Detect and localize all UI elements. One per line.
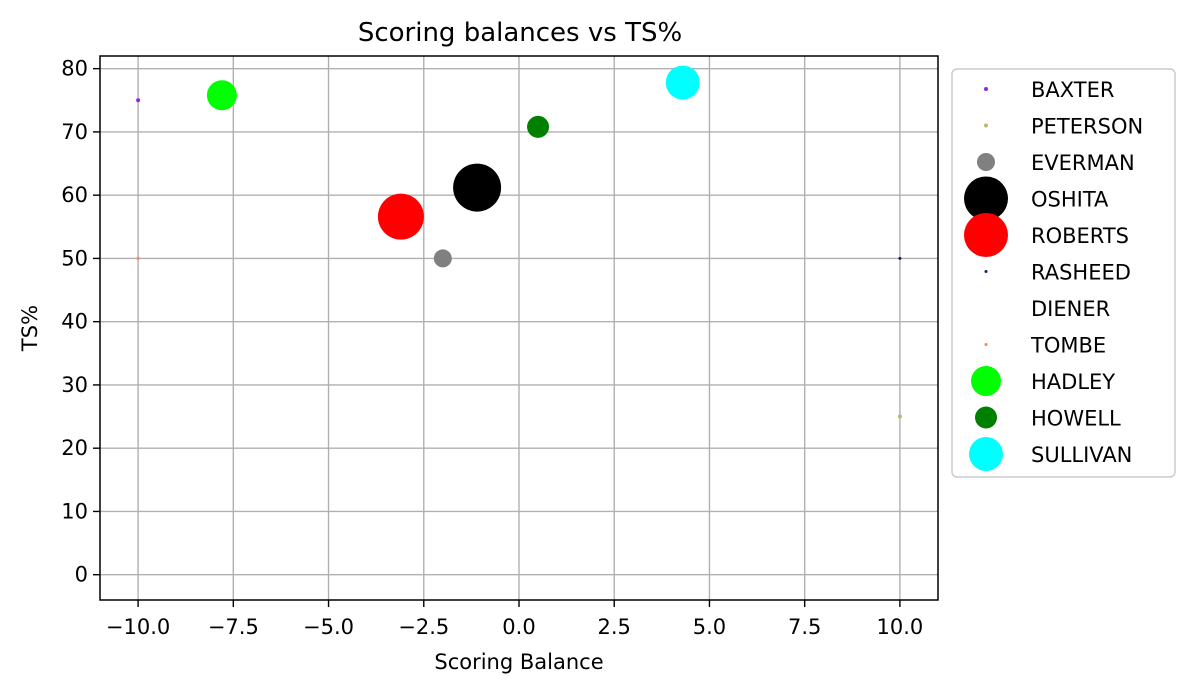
legend-label-diener: DIENER	[1031, 297, 1110, 321]
grid-lines	[100, 56, 938, 600]
x-tick-label: −5.0	[303, 615, 354, 639]
x-tick-label: 7.5	[788, 615, 821, 639]
data-point-peterson	[897, 414, 902, 419]
legend-marker-peterson	[984, 123, 988, 128]
data-point-rasheed	[898, 256, 902, 260]
legend-marker-howell	[975, 406, 997, 429]
y-tick-label: 80	[61, 57, 88, 81]
y-tick-label: 70	[61, 120, 88, 144]
legend-label-rasheed: RASHEED	[1031, 261, 1131, 285]
data-point-oshita	[453, 163, 502, 212]
chart-title: Scoring balances vs TS%	[358, 18, 682, 48]
legend-label-peterson: PETERSON	[1031, 115, 1143, 139]
legend-marker-baxter	[984, 87, 988, 91]
x-tick-label: −7.5	[208, 615, 259, 639]
data-point-howell	[527, 115, 550, 138]
x-tick-label: 5.0	[693, 615, 726, 639]
legend-marker-rasheed	[984, 270, 988, 273]
x-tick-label: 2.5	[598, 615, 631, 639]
y-tick-label: 0	[75, 563, 88, 587]
x-tick-label: 10.0	[877, 615, 924, 639]
legend-marker-oshita	[964, 176, 1008, 221]
legend-label-roberts: ROBERTS	[1031, 224, 1129, 248]
legend-marker-sullivan	[969, 437, 1003, 471]
data-point-hadley	[206, 80, 237, 111]
data-points	[136, 65, 902, 419]
data-point-sullivan	[665, 65, 700, 100]
legend-label-baxter: BAXTER	[1031, 78, 1114, 102]
legend-marker-hadley	[971, 366, 1001, 396]
legend-label-sullivan: SULLIVAN	[1031, 443, 1132, 467]
legend: BAXTER PETERSON EVERMAN OSHITA ROBERTS RASHEE…	[951, 68, 1176, 478]
legend-marker-everman	[977, 153, 995, 171]
x-axis-label: Scoring Balance	[434, 650, 603, 674]
data-point-everman	[433, 249, 452, 268]
legend-label-howell: HOWELL	[1031, 407, 1121, 431]
y-tick-label: 30	[61, 373, 88, 397]
data-point-roberts	[377, 193, 424, 240]
legend-label-hadley: HADLEY	[1031, 370, 1115, 394]
x-axis-ticks: −10.0 −7.5 −5.0 −2.5 0.0 2.5 5.0 7.5 10.0	[106, 600, 923, 639]
y-tick-label: 10	[61, 499, 88, 523]
legend-marker-roberts	[964, 213, 1008, 257]
legend-marker-tombe	[984, 343, 988, 346]
legend-label-tombe: TOMBE	[1030, 334, 1106, 358]
y-tick-label: 50	[61, 246, 88, 270]
y-tick-label: 20	[61, 436, 88, 460]
data-point-tombe	[136, 256, 140, 260]
data-point-baxter	[136, 98, 141, 103]
y-axis-label: TS%	[18, 305, 42, 352]
y-tick-label: 40	[61, 310, 88, 334]
legend-label-everman: EVERMAN	[1031, 151, 1135, 175]
y-tick-label: 60	[61, 183, 88, 207]
y-axis-ticks: 0 10 20 30 40 50 60 70 80	[61, 57, 100, 587]
x-tick-label: 0.0	[502, 615, 535, 639]
x-tick-label: −2.5	[398, 615, 449, 639]
legend-label-oshita: OSHITA	[1031, 188, 1109, 212]
x-tick-label: −10.0	[106, 615, 170, 639]
legend-box	[951, 68, 1176, 478]
